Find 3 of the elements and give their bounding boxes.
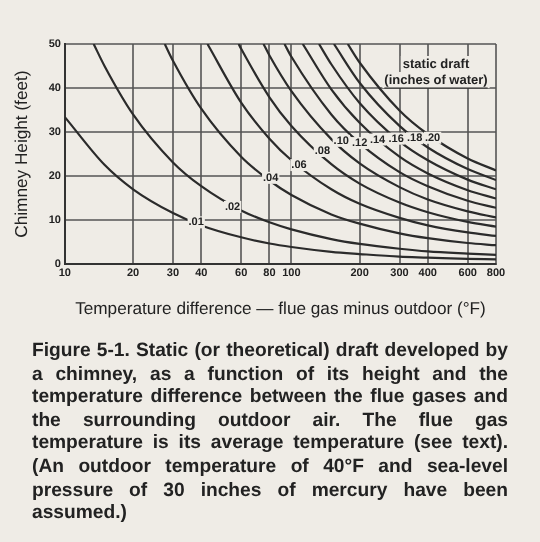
x-axis-title: Temperature difference — flue gas minus outdoor (°F) [75, 298, 487, 319]
y-axis-title: Chimney Height (feet) [11, 70, 32, 238]
caption: Figure 5-1. Static (or theoretical) draft developed by a chimney, as a function of its height and the temperature difference between the flue gases and the surrounding outdoor air. The flue gas temperature is its average temperature (see text). (An outdoor temperature of 40°F and sea-level pressure of 30 inches of mercury have been assumed.) [32, 340, 508, 526]
